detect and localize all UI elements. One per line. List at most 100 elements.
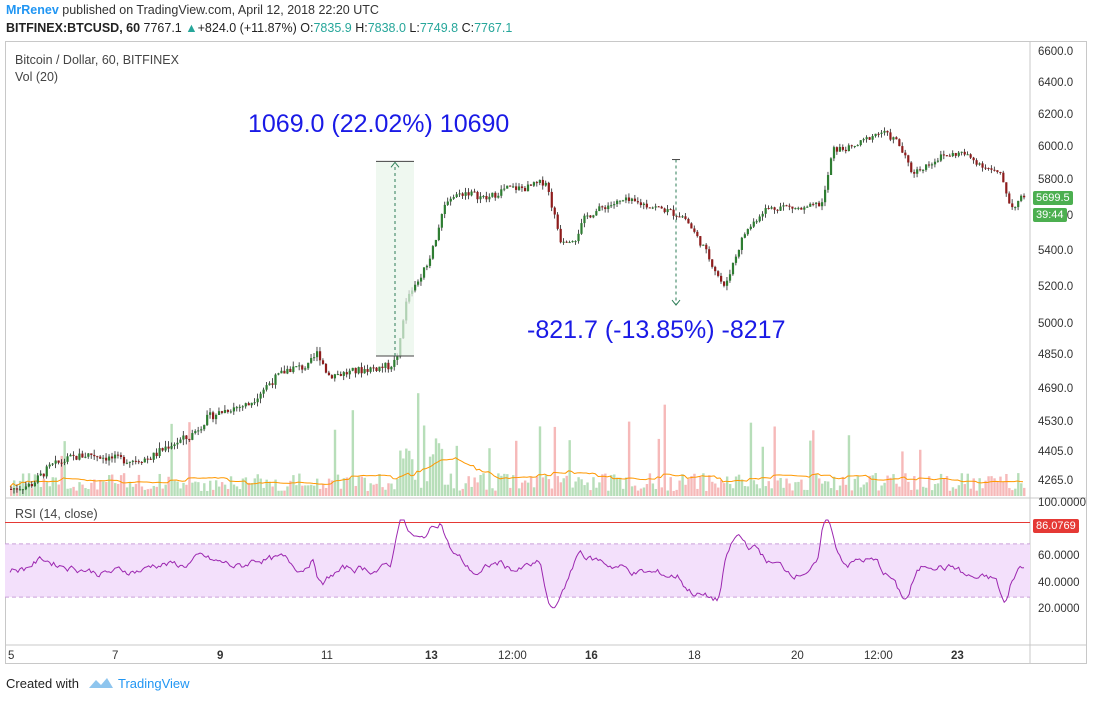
volume-bar (580, 479, 583, 496)
candle-body (342, 372, 345, 376)
candle-body (54, 460, 57, 464)
candle-body (589, 215, 592, 218)
time-tick: 7 (112, 650, 119, 662)
candle-body (33, 482, 36, 487)
volume-bar (419, 487, 423, 496)
volume-bar (547, 479, 551, 496)
volume-bar (116, 483, 120, 496)
candle-body (559, 228, 562, 243)
volume-bar (155, 486, 158, 496)
candle-body (981, 163, 984, 168)
candle-body (743, 234, 746, 238)
volume-bar (428, 456, 432, 496)
candle-body (972, 157, 975, 161)
candle-body (360, 367, 363, 374)
volume-bar (75, 490, 78, 496)
author-link[interactable]: MrRenev (6, 3, 59, 17)
volume-bar (913, 476, 916, 496)
volume-bar (639, 488, 643, 496)
volume-bar (298, 473, 301, 496)
candle-body (452, 197, 455, 199)
volume-bar (345, 477, 349, 496)
candle-body (607, 205, 610, 210)
candle-body (975, 160, 978, 165)
volume-bar (559, 482, 562, 496)
candle-body (143, 458, 146, 463)
candle-body (271, 383, 274, 385)
volume-bar (776, 480, 779, 496)
volume-bar (232, 484, 236, 496)
volume-bar (176, 481, 179, 496)
volume-bar (725, 476, 729, 496)
volume-bar (847, 435, 851, 496)
candle-body (779, 206, 782, 211)
candle-body (203, 425, 206, 430)
candle-body (155, 452, 158, 457)
candle-body (1014, 207, 1017, 209)
volume-bar (642, 487, 646, 496)
price-tick: 5200.0 (1038, 281, 1074, 293)
volume-bar (497, 473, 500, 496)
candle-body (45, 466, 48, 477)
volume-bar (565, 475, 568, 496)
volume-bar (66, 488, 69, 496)
volume-bar (313, 485, 316, 496)
volume-bar (916, 489, 919, 496)
candle-body (990, 168, 993, 170)
tradingview-link[interactable]: TradingView (118, 676, 190, 691)
volume-bar (755, 484, 759, 496)
candle-body (806, 206, 809, 208)
candle-body (734, 256, 738, 263)
candle-body (699, 236, 702, 246)
candle-body (619, 200, 622, 202)
candle-body (431, 246, 435, 259)
candle-body (1005, 182, 1008, 194)
volume-bar (321, 484, 325, 496)
volume-bar (464, 483, 467, 496)
candle-body (660, 206, 663, 209)
volume-bar (241, 478, 245, 496)
candle-body (886, 130, 889, 133)
candle-body (984, 167, 987, 169)
volume-bar (871, 475, 874, 496)
candle-body (357, 367, 360, 374)
volume-bar (518, 488, 521, 496)
volume-bar (826, 481, 830, 496)
candle-body (853, 146, 856, 148)
candle-body (633, 198, 637, 202)
volume-bar (512, 475, 515, 496)
volume-bar (773, 426, 776, 496)
candle-body (116, 454, 120, 456)
candle-body (167, 446, 170, 449)
volume-bar (681, 474, 684, 496)
volume-bar (179, 488, 182, 496)
volume-bar (841, 476, 845, 496)
volume-bar (99, 480, 102, 496)
volume-bar (122, 473, 126, 496)
time-tick: 13 (425, 650, 438, 662)
volume-bar (119, 475, 123, 496)
volume-bar (702, 473, 705, 496)
volume-bar (954, 488, 958, 496)
volume-bar (125, 487, 129, 496)
volume-bar (131, 486, 135, 496)
volume-bar (645, 484, 649, 496)
candle-body (520, 186, 524, 188)
candle-body (182, 435, 185, 440)
candle-body (277, 373, 280, 375)
last-price-tag: 5699.5 (1033, 191, 1073, 205)
candle-body (752, 221, 755, 227)
volume-bar (381, 487, 384, 496)
tradingview-logo-icon[interactable] (88, 676, 114, 692)
volume-bar (283, 490, 286, 496)
candle-body (146, 458, 149, 460)
volume-bar (170, 423, 173, 496)
candle-body (396, 356, 399, 360)
volume-bar (108, 475, 111, 496)
volume-bar (280, 490, 283, 496)
volume-bar (764, 486, 767, 496)
candle-body (455, 194, 458, 198)
volume-bar (217, 486, 221, 496)
volume-bar (500, 475, 503, 496)
